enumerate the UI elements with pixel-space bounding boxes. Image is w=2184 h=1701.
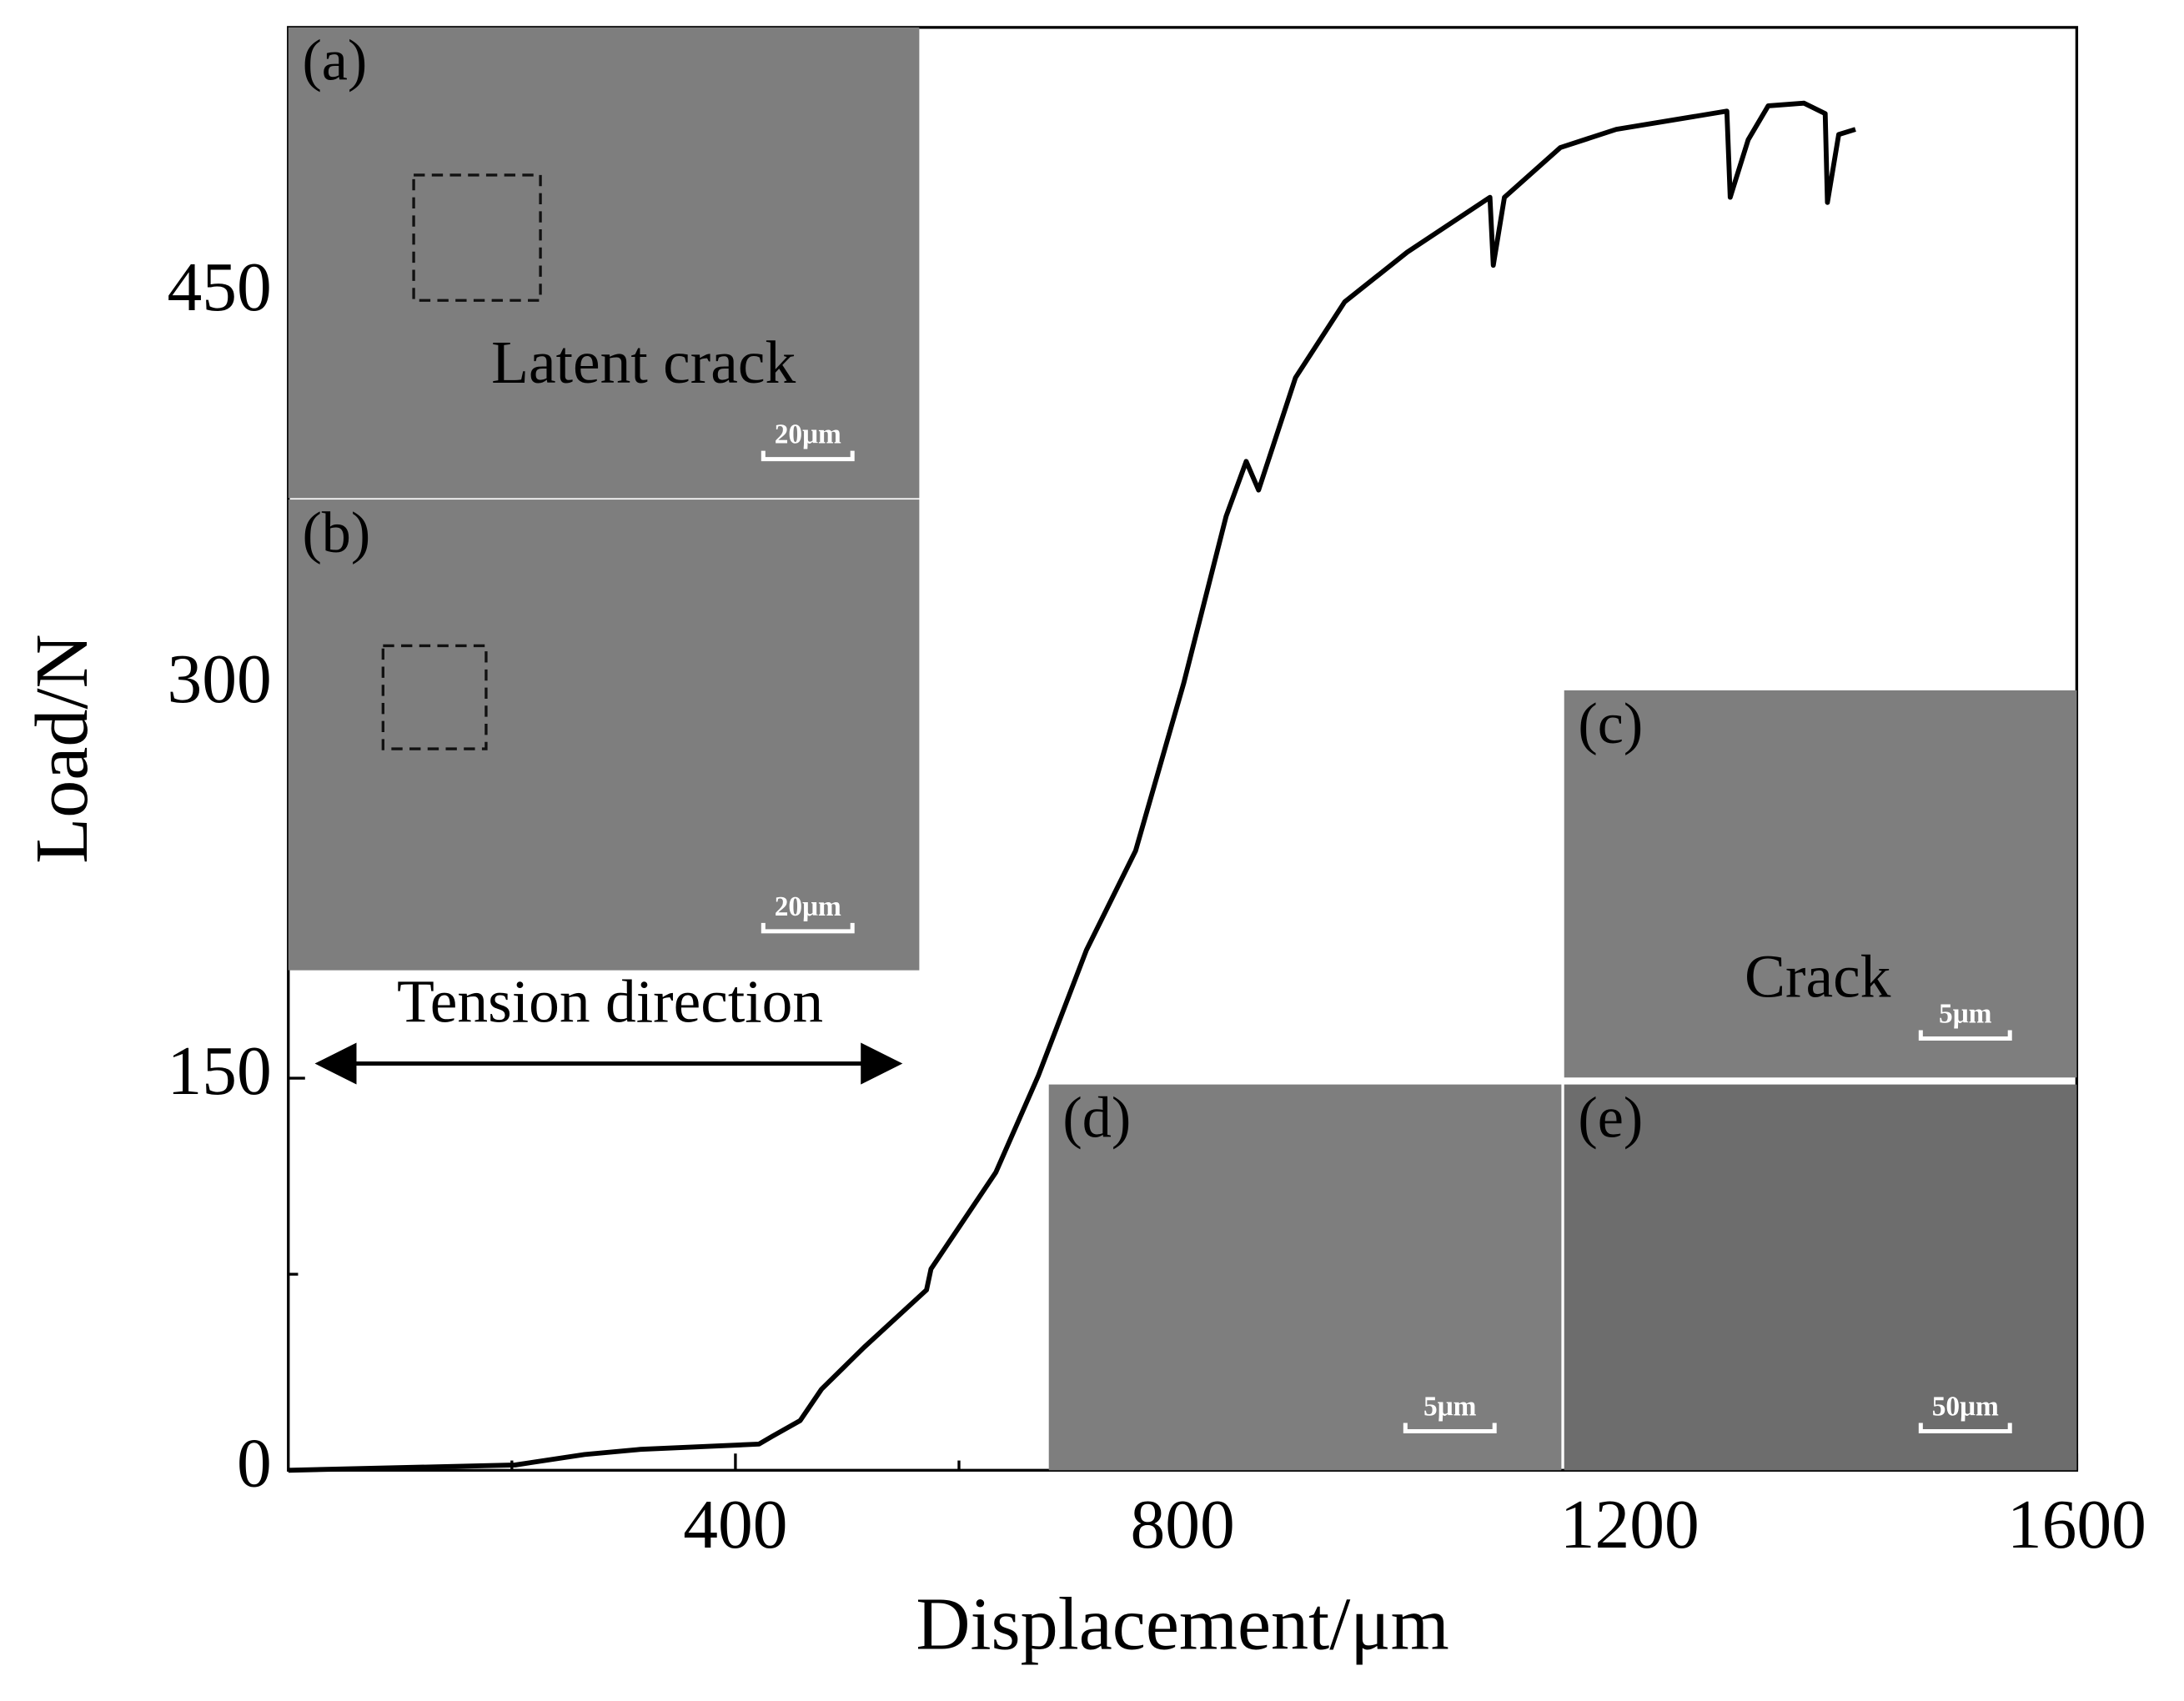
scale-bar-label: 5μm <box>1423 1391 1477 1422</box>
insets: (a) Latent crack 20μm (b) 20μm (c) Crack 5μm (d)… <box>288 27 2077 1471</box>
scale-bar <box>1403 1423 1497 1434</box>
scale-bar <box>1918 1030 2012 1041</box>
inset-label: (b) <box>302 500 370 565</box>
inset-caption: Latent crack <box>491 329 796 396</box>
sem-image <box>1048 1084 1562 1471</box>
x-tick-label: 400 <box>683 1487 787 1563</box>
scale-bar-label: 5μm <box>1939 998 1992 1029</box>
y-tick-label: 450 <box>167 249 271 326</box>
y-tick-label: 0 <box>237 1425 272 1502</box>
inset-caption: Crack <box>1745 943 1891 1011</box>
scale-bar-label: 20μm <box>775 891 841 922</box>
annotation: Tension direction <box>397 968 823 1036</box>
inset-label: (e) <box>1578 1085 1643 1150</box>
y-tick-label: 150 <box>167 1033 271 1110</box>
dashed-box <box>381 644 488 750</box>
x-tick-label: 800 <box>1130 1487 1234 1563</box>
scale-bar <box>761 450 855 462</box>
dashed-box <box>412 173 542 302</box>
line-series <box>288 100 1856 1473</box>
sem-image <box>288 499 920 971</box>
y-tick-label: 300 <box>167 641 271 718</box>
inset-label: (d) <box>1062 1085 1131 1150</box>
scale-bar-label: 50μm <box>1932 1391 1999 1422</box>
x-tick-label: 1600 <box>2007 1487 2146 1563</box>
scale-bar <box>1918 1423 2012 1434</box>
x-axis-title: Displacement/μm <box>916 1583 1448 1666</box>
sem-image <box>1564 1084 2077 1471</box>
plot-area: 400 800 1200 1600 0 150 300 450 <box>167 100 2146 1563</box>
y-axis-title: Load/N <box>20 634 103 864</box>
x-tick-label: 1200 <box>1560 1487 1700 1563</box>
inset-label: (c) <box>1578 691 1643 756</box>
scale-bar <box>761 922 855 934</box>
scale-bar-label: 20μm <box>775 419 841 450</box>
sem-image <box>288 27 920 499</box>
sem-image <box>1564 690 2077 1078</box>
inset-label: (a) <box>302 28 367 93</box>
